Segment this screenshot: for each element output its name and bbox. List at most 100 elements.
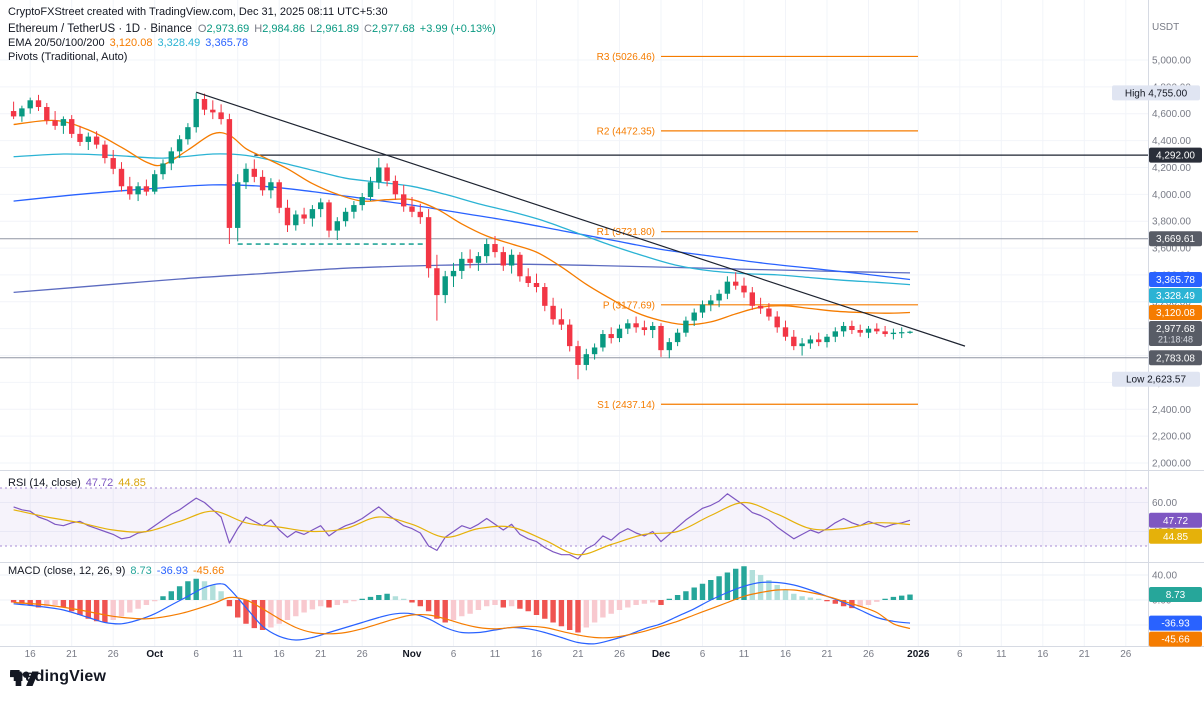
tradingview-logo-icon: [10, 671, 39, 686]
ema20-value: 3,120.08: [109, 37, 153, 49]
close-value: 2,977.68: [371, 23, 415, 35]
grid-layer: [0, 0, 1148, 646]
macd-hist-value: 8.73: [130, 565, 152, 577]
svg-text:-36.93: -36.93: [1161, 619, 1190, 630]
svg-text:44.85: 44.85: [1163, 532, 1188, 543]
ema-label: EMA 20/50/100/200: [8, 37, 105, 49]
svg-text:16: 16: [1037, 649, 1049, 660]
svg-text:4,292.00: 4,292.00: [1156, 151, 1195, 162]
tradingview-logo[interactable]: TradingView: [10, 668, 106, 686]
high-value: 2,984.86: [262, 23, 306, 35]
svg-text:6: 6: [957, 649, 963, 660]
high-label: H: [254, 23, 263, 35]
svg-text:2,200.00: 2,200.00: [1152, 432, 1191, 443]
low-value: 2,961.89: [316, 23, 359, 35]
chart-legend: Ethereum / TetherUS · 1D · Binance O2,973…: [8, 22, 496, 64]
svg-text:21: 21: [572, 649, 584, 660]
pivots-row[interactable]: Pivots (Traditional, Auto): [8, 50, 496, 64]
svg-text:3,600.00: 3,600.00: [1152, 244, 1191, 255]
symbol-row[interactable]: Ethereum / TetherUS · 1D · Binance O2,973…: [8, 22, 496, 36]
svg-text:26: 26: [614, 649, 626, 660]
svg-text:6: 6: [700, 649, 706, 660]
svg-text:26: 26: [863, 649, 875, 660]
svg-text:3,800.00: 3,800.00: [1152, 217, 1191, 228]
svg-text:3,669.61: 3,669.61: [1156, 234, 1195, 245]
svg-text:21: 21: [821, 649, 833, 660]
svg-text:3,365.78: 3,365.78: [1156, 275, 1195, 286]
svg-text:4,000.00: 4,000.00: [1152, 190, 1191, 201]
macd-line-value: -36.93: [156, 565, 188, 577]
macd-signal-value: -45.66: [193, 565, 225, 577]
svg-text:16: 16: [25, 649, 37, 660]
pivot-lines: R3 (5026.46) R2 (4472.35) R1 (3721.80) P (3…: [597, 52, 918, 411]
svg-text:R1 (3721.80): R1 (3721.80): [597, 227, 655, 238]
svg-text:8.73: 8.73: [1166, 590, 1186, 601]
low-label: L: [310, 23, 317, 35]
svg-text:11: 11: [996, 649, 1007, 660]
svg-text:2,000.00: 2,000.00: [1152, 459, 1191, 470]
svg-text:16: 16: [531, 649, 543, 660]
svg-text:16: 16: [274, 649, 286, 660]
svg-text:S1 (2437.14): S1 (2437.14): [597, 400, 655, 411]
svg-text:26: 26: [108, 649, 120, 660]
rsi-band: [0, 487, 1148, 547]
ema100-value: 3,365.78: [205, 37, 249, 49]
svg-text:USDT: USDT: [1152, 22, 1179, 33]
open-label: O: [197, 23, 207, 35]
svg-text:21: 21: [315, 649, 327, 660]
svg-text:2,977.68: 2,977.68: [1156, 324, 1195, 335]
time-axis[interactable]: 16 21 26 Oct 6 11 16 21 26 Nov 6 11 16 21 26 Dec 6 11 16 21…: [25, 649, 1132, 660]
svg-text:21:18:48: 21:18:48: [1158, 335, 1193, 345]
svg-text:3,120.08: 3,120.08: [1156, 308, 1195, 319]
svg-text:R2 (4472.35): R2 (4472.35): [597, 126, 655, 137]
svg-text:60.00: 60.00: [1152, 498, 1177, 509]
open-value: 2,973.69: [206, 23, 250, 35]
svg-text:4,400.00: 4,400.00: [1152, 136, 1191, 147]
svg-text:21: 21: [66, 649, 78, 660]
macd-header[interactable]: MACD (close, 12, 26, 9) 8.73 -36.93 -45.66: [8, 565, 224, 577]
candles-layer[interactable]: [10, 92, 913, 380]
svg-text:11: 11: [490, 649, 501, 660]
svg-text:4,200.00: 4,200.00: [1152, 163, 1191, 174]
ema-row[interactable]: EMA 20/50/100/200 3,120.08 3,328.49 3,365.7…: [8, 36, 496, 50]
svg-text:11: 11: [233, 649, 244, 660]
horizontal-lines: [0, 154, 1148, 359]
svg-text:2026: 2026: [907, 649, 930, 660]
svg-text:Oct: Oct: [146, 649, 163, 660]
close-label: C: [364, 23, 372, 35]
svg-text:R3 (5026.46): R3 (5026.46): [597, 52, 655, 63]
svg-text:Nov: Nov: [403, 649, 422, 660]
svg-text:11: 11: [739, 649, 750, 660]
pivots-label: Pivots (Traditional, Auto): [8, 51, 128, 63]
rsi-header[interactable]: RSI (14, close) 47.72 44.85: [8, 477, 146, 489]
macd-layer: [10, 566, 913, 645]
svg-text:26: 26: [357, 649, 369, 660]
svg-text:P (3177.69): P (3177.69): [603, 300, 655, 311]
attribution-text: CryptoFXStreet created with TradingView.…: [8, 6, 388, 18]
svg-text:2,400.00: 2,400.00: [1152, 405, 1191, 416]
rsi-ma-value: 44.85: [118, 477, 146, 489]
svg-text:High 4,755.00: High 4,755.00: [1125, 88, 1188, 99]
pane-separators: [0, 0, 1204, 647]
rsi-title: RSI (14, close): [8, 477, 81, 489]
svg-text:26: 26: [1120, 649, 1132, 660]
rsi-value: 47.72: [85, 477, 114, 489]
svg-text:16: 16: [780, 649, 792, 660]
ema50-value: 3,328.49: [157, 37, 201, 49]
svg-text:6: 6: [193, 649, 199, 660]
svg-text:Dec: Dec: [652, 649, 671, 660]
svg-text:-45.66: -45.66: [1161, 635, 1190, 646]
svg-text:4,600.00: 4,600.00: [1152, 109, 1191, 120]
change-value: +3.99 (+0.13%): [419, 23, 496, 35]
svg-text:47.72: 47.72: [1163, 516, 1188, 527]
ema-lines: [13, 119, 911, 326]
axis-badges: High 4,755.00 4,292.00 3,669.61 3,365.78 3,3…: [1112, 85, 1202, 647]
svg-text:21: 21: [1079, 649, 1091, 660]
svg-text:6: 6: [451, 649, 457, 660]
symbol-title: Ethereum / TetherUS · 1D · Binance: [8, 23, 192, 35]
svg-text:2,783.08: 2,783.08: [1156, 353, 1195, 364]
svg-text:5,000.00: 5,000.00: [1152, 56, 1191, 67]
descending-trendline: [196, 91, 966, 347]
